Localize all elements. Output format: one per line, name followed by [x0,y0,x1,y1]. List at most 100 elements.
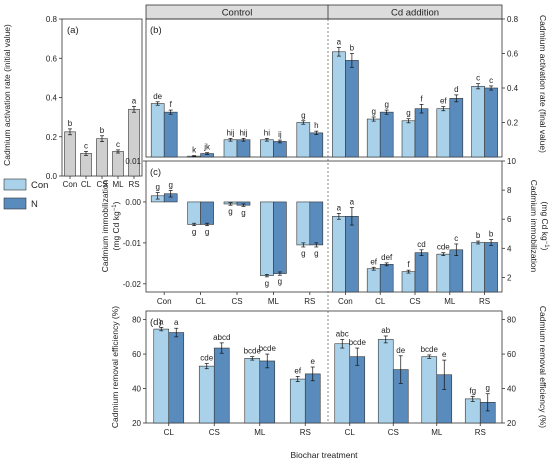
panel-c-y-right-tick-label: 6 [507,215,512,224]
panel-c-x-tick-label: CL [195,297,206,306]
panel-d-y-left-tick-label: 20 [132,419,141,428]
panel-d-1-CL-N-sig-letter: bcde [349,338,367,347]
panel-b-1-Con-Con-bar [332,51,346,158]
panel-a-x-tick-label: Con [63,180,78,189]
panel-c-y-right-tick-label: 8 [507,186,512,195]
header-control: Control [222,8,253,19]
x-axis-title: Biochar treatment [290,450,358,460]
panel-b-y-tick-label: 0.8 [507,15,519,24]
panel-b-0-RS-N-bar [309,132,324,158]
panel-c-0-ML-Con-sig-letter: g [265,279,269,288]
panel-b-1-CS-N-bar [414,108,429,158]
panel-d-0-CS-N-sig-letter: abcd [213,333,230,342]
panel-a-CS-sig-letter: b [100,126,105,135]
panel-d-0-CS-Con-bar [198,365,215,424]
panel-c-x-tick-label: ML [268,297,280,306]
panel-c-x-tick-label: Con [157,297,172,306]
panel-d-x-tick-label: CL [345,428,356,437]
panel-c-1-CL-N-sig-letter: def [381,253,393,262]
panel-d-y-left-tick-label: 80 [132,316,141,325]
panel-d-1-CL-Con-bar [334,343,351,424]
panel-d-1-CL-N-bar [349,356,366,424]
panel-a-x-tick-label: CS [96,180,107,189]
panel-d-y-left-tick-label: 60 [132,350,141,359]
panel-c-0-CL-N-sig-letter: g [205,228,209,237]
legend-label-n: N [31,199,38,210]
panel-a-Con-sig-letter: b [68,119,73,128]
panel-b-0-Con-Con-sig-letter: de [153,92,162,101]
panel-d-1-RS-Con-bar [464,398,481,424]
panel-c-0-ML-N-bar [273,201,287,274]
panel-b-0-ML-Con-bar [260,139,274,158]
panel-b-y-tick-label: 0.2 [507,119,519,128]
panel-c-y-right-tick-label: 4 [507,244,512,253]
panel-c-1-RS-N-bar [484,242,498,293]
panel-c-ylabel-right-unit: (mg Cd kg−1) [540,202,550,251]
panel-b-0-Con-Con-bar [150,103,165,158]
panel-d-1-ML-Con-bar [421,356,438,424]
panel-d-x-tick-label: RS [300,428,311,437]
panel-c-0-Con-Con-sig-letter: g [155,183,159,192]
panel-d-0-ML-N-bar [259,360,276,424]
legend: Con N [3,178,48,210]
panel-b-y-tick-label: 0.4 [507,84,519,93]
panel-d-y-right-tick-label: 60 [507,350,516,359]
panel-a-y-tick-label: 0.8 [46,15,58,24]
panel-a-y-tick-label: 0.0 [46,172,58,181]
panel-c-ylabel: Cadmium immobilization [100,179,110,272]
panel-b-label: (b) [150,25,162,36]
panel-c-x-tick-label: CS [231,297,242,306]
panel-d-ylabel: Cadmium removal efficiency (%) [110,306,120,428]
panel-d-0-ML-Con-bar [244,358,261,424]
panel-b-1-CL-Con-bar [366,118,381,158]
panel-a-x-tick-label: CL [81,180,92,189]
panel-c-y-right-tick-label: 2 [507,273,512,282]
panel-c-0-CL-Con-sig-letter: g [192,228,196,237]
panel-a-CL-bar [80,153,92,177]
panel-c-1-Con-Con-sig-letter: a [337,203,342,212]
panel-a-CS-bar [96,138,108,177]
panel-b-1-ML-N-bar [449,98,464,158]
legend-label-con: Con [31,180,48,191]
panel-b-0-CL-Con-sig-letter: k [192,146,197,155]
panel-c-1-ML-Con-sig-letter: cde [437,243,450,252]
panel-b-1-CS-N-sig-letter: f [420,94,423,103]
panel-d-1-RS-Con-sig-letter: fg [469,386,476,395]
panel-b-1-ML-Con-sig-letter: ef [440,97,447,106]
panel-b-0-Con-N-bar [163,111,178,158]
panel-d-0-CS-Con-sig-letter: cde [200,354,213,363]
panel-b-0-CS-N-bar [236,139,251,158]
panel-c-1-CL-Con-bar [366,268,381,293]
panel-d-0-CL-N-bar [168,332,185,424]
panel-b-0-RS-Con-sig-letter: g [301,111,305,120]
panel-d-1-RS-N-sig-letter: g [486,384,490,393]
panel-d-0-RS-Con-sig-letter: ef [294,366,301,375]
panel-c-x-tick-label: ML [444,297,456,306]
panel-d-1-CL-Con-sig-letter: abc [336,329,349,338]
panel-c-0-ML-N-sig-letter: g [278,277,282,286]
panel-c-x-tick-label: CS [409,297,420,306]
panel-c-1-CS-N-bar [414,252,429,293]
panel-b-0-CS-Con-sig-letter: hij [226,128,234,137]
panel-d-y-left-tick-label: 40 [132,385,141,394]
panel-d-1-ML-Con-sig-letter: bcde [421,345,439,354]
panel-b-1-CS-Con-sig-letter: g [406,109,410,118]
panel-b-0-ML-N-bar [273,141,287,158]
panel-d-0-ML-N-sig-letter: bcde [259,344,277,353]
panel-d-0-CL-N-sig-letter: a [174,318,179,327]
header-cd-addition: Cd addition [391,8,439,19]
panel-d-x-tick-label: CL [164,428,175,437]
panel-a-y-tick-label: 0.2 [46,133,58,142]
panel-b-0-CS-N-sig-letter: hij [239,128,247,137]
panel-a-y-tick-label: 0.4 [46,94,58,103]
panel-b-1-Con-N-sig-letter: b [350,44,355,53]
panel-a-RS-sig-letter: a [132,96,137,105]
panel-c-y-left-tick-label: -0.02 [123,280,142,289]
panel-c-1-Con-N-bar [345,216,359,293]
panel-c-1-CS-Con-sig-letter: f [407,260,410,269]
panel-d-0-RS-N-bar [304,373,321,424]
panel-d-x-tick-label: CS [388,428,399,437]
panel-c-0-ML-Con-bar [260,201,274,276]
panel-d-0-CL-Con-sig-letter: a [159,317,164,326]
panel-d-frame [145,310,503,424]
